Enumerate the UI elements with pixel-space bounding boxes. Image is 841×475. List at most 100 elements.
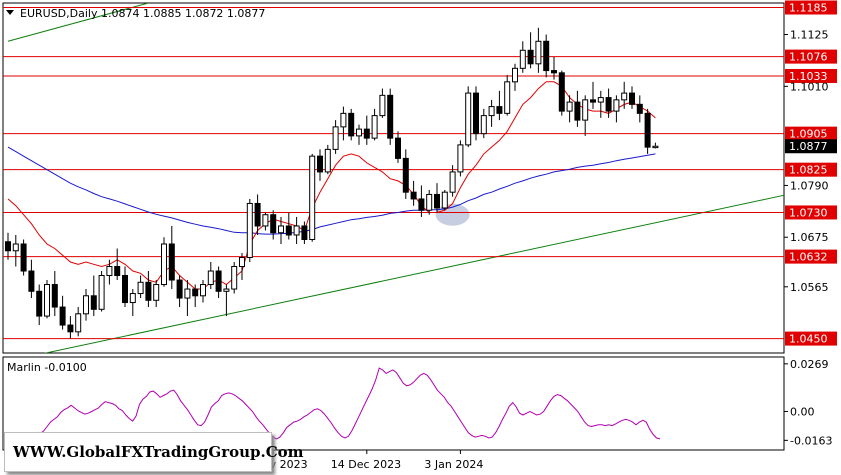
- candle-body: [5, 241, 11, 252]
- main-price-panel: 1.1185 1.1076 1.1033 1.0905 1.0825 1.0730 1.06…: [2, 0, 837, 354]
- candle: [410, 180, 417, 206]
- candle-body: [114, 266, 121, 277]
- candle-body: [12, 243, 19, 252]
- trendline-1: [43, 194, 784, 353]
- candle-body: [426, 193, 433, 211]
- candle: [512, 63, 518, 91]
- candle-body: [527, 49, 534, 65]
- y-tick-label-3: 1.0675: [790, 231, 829, 244]
- candle-body: [137, 281, 144, 295]
- fast-moving-average: [7, 81, 656, 290]
- candle-body: [75, 313, 82, 333]
- slow-moving-average: [7, 146, 656, 235]
- candle: [317, 149, 323, 181]
- candle-body: [340, 112, 347, 128]
- candle-body: [90, 295, 97, 310]
- candle: [636, 95, 643, 123]
- level-label-6: 1.0632: [789, 251, 828, 264]
- level-label-bg-6: [785, 249, 837, 264]
- candle-body: [605, 97, 612, 112]
- candle: [5, 232, 11, 260]
- candle: [293, 216, 300, 244]
- candle: [137, 275, 144, 299]
- candle: [192, 284, 199, 308]
- candle-body: [83, 295, 89, 315]
- candle: [496, 90, 503, 121]
- candle-body: [636, 103, 643, 114]
- candle-body: [44, 284, 50, 317]
- candle: [176, 275, 183, 308]
- candle: [418, 185, 425, 217]
- candle-body: [566, 101, 573, 112]
- candle-body: [200, 284, 206, 297]
- candle: [504, 75, 511, 116]
- level-label-bg-3: [785, 126, 837, 141]
- candle-body: [161, 243, 167, 286]
- candle: [36, 284, 43, 326]
- watermark: WWW.GlobalFXTradingGroup.Com: [4, 432, 304, 472]
- candle: [387, 88, 394, 145]
- y-tick-label-2: 1.0790: [790, 179, 829, 192]
- candle: [519, 41, 526, 73]
- candle-body: [278, 225, 284, 234]
- candle-body: [613, 99, 620, 112]
- level-label-bg-2: [785, 68, 837, 83]
- candle-body: [434, 193, 440, 209]
- candle-body: [465, 92, 472, 146]
- candle-body: [246, 202, 253, 259]
- candle: [402, 149, 409, 199]
- current-price-label: 1.0877: [789, 140, 828, 153]
- candle-body: [36, 290, 43, 317]
- chart-title: EURUSD,Daily 1.0874 1.0885 1.0872 1.0877: [20, 7, 265, 20]
- candle-body: [379, 94, 386, 117]
- candle: [51, 271, 58, 317]
- candle-body: [480, 115, 487, 135]
- indicator-panel-border: [2, 356, 785, 451]
- candle: [613, 95, 620, 123]
- candle-body: [270, 214, 277, 234]
- candle: [426, 189, 433, 215]
- candle-body: [129, 293, 136, 304]
- level-label-bg-1: [785, 49, 837, 64]
- candle-body: [363, 128, 370, 139]
- level-label-bg-0: [785, 0, 837, 15]
- candle: [28, 259, 35, 299]
- trendline-0: [7, 3, 149, 42]
- candle: [488, 99, 495, 127]
- candle-body: [309, 155, 316, 240]
- candle: [114, 248, 121, 281]
- level-label-3: 1.0905: [789, 128, 828, 141]
- candle-body: [473, 92, 479, 135]
- level-label-0: 1.1185: [789, 2, 828, 15]
- candle-body: [239, 257, 245, 268]
- candle-body: [145, 281, 152, 301]
- level-label-bg-5: [785, 205, 837, 220]
- candle-body: [402, 157, 409, 193]
- candle-body: [332, 126, 339, 150]
- level-label-4: 1.0825: [789, 164, 828, 177]
- candle: [129, 289, 136, 317]
- candle: [371, 108, 378, 141]
- level-label-7: 1.0450: [789, 333, 828, 346]
- candle-body: [512, 67, 518, 83]
- candle-body: [574, 101, 581, 121]
- candle: [83, 289, 89, 321]
- candle-body: [51, 284, 58, 308]
- candle: [449, 165, 456, 197]
- candle: [597, 90, 604, 118]
- candle: [558, 70, 565, 116]
- candle-body: [621, 92, 628, 101]
- candle-body: [98, 275, 105, 310]
- candle-body: [410, 191, 417, 200]
- level-label-bg-4: [785, 162, 837, 177]
- candle: [20, 239, 27, 276]
- candle-body: [504, 81, 511, 114]
- candle-body: [153, 284, 160, 301]
- candle: [652, 142, 659, 149]
- candle: [644, 108, 651, 154]
- candle: [168, 225, 175, 290]
- candle-body: [543, 40, 550, 72]
- candle: [379, 88, 386, 118]
- candle: [153, 280, 160, 308]
